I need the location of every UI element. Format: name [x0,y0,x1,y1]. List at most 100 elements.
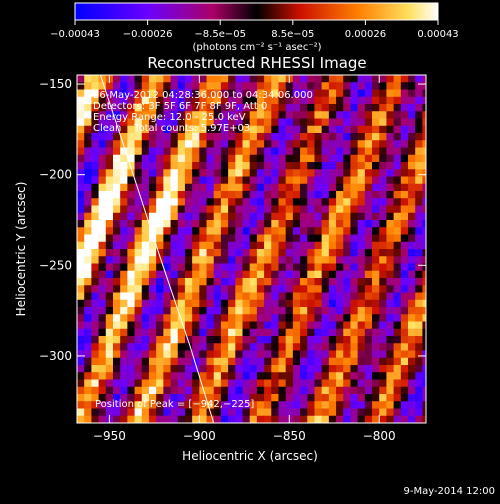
heatmap-cell [328,234,337,243]
heatmap-cell [336,336,344,344]
colorbar-tick-label: −0.00043 [50,29,100,40]
heatmap-cell [134,249,143,257]
heatmap-cell [77,96,85,105]
heatmap-cell [220,162,229,170]
heatmap-cell [292,386,301,395]
heatmap-cell [393,133,402,141]
heatmap-cell [127,111,135,119]
heatmap-cell [256,89,265,98]
heatmap-cell [156,270,164,279]
heatmap-cell [292,227,301,235]
heatmap-cell [393,263,402,272]
heatmap-cell [278,321,287,330]
heatmap-cell [307,256,315,264]
heatmap-cell [127,241,135,250]
heatmap-cell [77,415,85,423]
heatmap-cell [141,162,150,170]
heatmap-cell [343,234,351,243]
heatmap-cell [307,140,315,148]
heatmap-cell [199,111,207,119]
heatmap-cell [314,350,323,359]
heatmap-cell [98,198,107,206]
heatmap-cell [141,249,150,257]
heatmap-cell [364,256,373,264]
heatmap-cell [134,415,143,423]
heatmap-cell [235,394,243,402]
heatmap-cell [156,154,164,163]
heatmap-cell [343,394,351,402]
heatmap-cell [91,111,99,119]
heatmap-cell [235,365,243,373]
heatmap-cell [91,314,99,322]
heatmap-cell [199,394,207,402]
heatmap-cell [192,125,200,134]
heatmap-cell [422,394,426,402]
heatmap-cell [300,350,308,359]
heatmap-cell [134,169,143,177]
heatmap-cell [163,227,171,235]
heatmap-cell [249,372,258,380]
heatmap-cell [415,212,423,221]
heatmap-cell [264,401,272,409]
heatmap-cell [343,212,351,221]
heatmap-cell [256,394,265,402]
heatmap-cell [98,147,107,156]
heatmap-cell [192,394,200,402]
heatmap-cell [220,386,229,395]
heatmap-cell [228,365,236,373]
heatmap-cell [364,241,373,250]
heatmap-cell [120,212,128,221]
heatmap-cell [408,307,416,315]
heatmap-cell [242,314,251,322]
heatmap-cell [77,292,85,301]
heatmap-cell [328,227,337,235]
heatmap-cell [148,169,157,177]
heatmap-cell [292,372,301,380]
heatmap-cell [170,111,179,119]
heatmap-cell [343,162,351,170]
heatmap-cell [220,227,229,235]
heatmap-cell [156,379,164,388]
heatmap-cell [199,169,207,177]
heatmap-cell [199,241,207,250]
heatmap-cell [328,299,337,308]
heatmap-cell [112,270,121,279]
heatmap-cell [220,278,229,286]
heatmap-cell [372,191,380,199]
heatmap-cell [372,205,380,214]
heatmap-cell [357,350,366,359]
heatmap-cell [192,220,200,228]
heatmap-cell [292,169,301,177]
heatmap-cell [422,234,426,243]
heatmap-cell [364,401,373,409]
heatmap-cell [220,133,229,141]
heatmap-cell [170,307,179,315]
heatmap-cell [148,183,157,192]
heatmap-cell [372,183,380,192]
heatmap-cell [408,249,416,257]
heatmap-cell [379,372,387,380]
heatmap-cell [213,292,222,301]
heatmap-cell [307,176,315,185]
heatmap-cell [343,386,351,395]
heatmap-cell [271,169,279,177]
heatmap-cell [184,307,193,315]
heatmap-cell [422,169,426,177]
heatmap-cell [264,299,272,308]
heatmap-cell [379,147,387,156]
heatmap-cell [170,125,179,134]
heatmap-cell [112,118,121,127]
heatmap-cell [170,394,179,402]
heatmap-cell [127,234,135,243]
heatmap-cell [278,227,287,235]
heatmap-cell [141,394,150,402]
heatmap-cell [364,104,373,112]
heatmap-cell [328,321,337,330]
heatmap-cell [249,336,258,344]
heatmap-cell [105,125,114,134]
heatmap-cell [148,205,157,214]
heatmap-cell [271,205,279,214]
heatmap-cell [422,285,426,293]
heatmap-cell [235,408,243,417]
heatmap-cell [206,256,215,264]
